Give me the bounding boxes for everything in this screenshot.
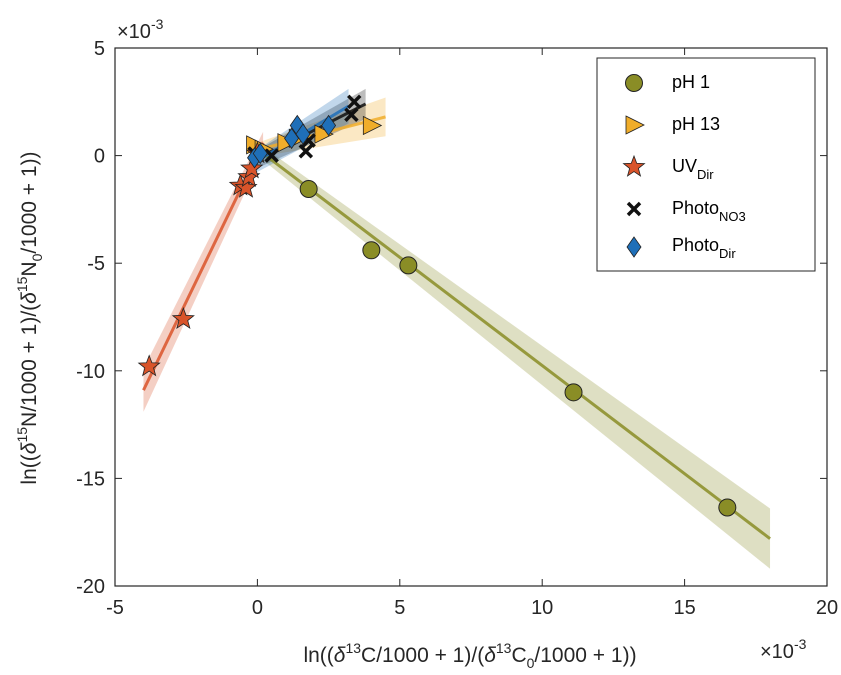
x-tick-label: 0 [252, 597, 263, 619]
point-no3 [264, 148, 279, 163]
y-exponent-label: ×10-3 [117, 16, 164, 43]
legend-marker-ph13 [625, 115, 645, 135]
point-uv [171, 307, 195, 329]
point-uv [240, 156, 264, 179]
point-no3 [298, 144, 314, 159]
legend-markers [622, 74, 646, 258]
y-axis-label: ln((δ15N/1000 + 1)/(δ15N0/1000 + 1)) [14, 151, 45, 484]
x-tick-label: 5 [394, 597, 405, 619]
y-tick-label: 0 [94, 146, 105, 168]
point-no3 [344, 107, 359, 122]
legend-marker-no3 [626, 201, 642, 217]
axis-ticks: -5 0 5 10 15 20 -20 -15 -10 -5 0 5 [76, 38, 838, 619]
legend: pH 1 pH 13 UVDir PhotoNO3 PhotoDir [596, 57, 816, 272]
plot-frame [114, 47, 828, 587]
y-tick-label: -20 [76, 576, 105, 598]
x-tick-label: 15 [673, 597, 695, 619]
band-ph1 [257, 142, 771, 569]
point-dir [321, 114, 337, 137]
point-dir [252, 142, 268, 165]
fit-line-ph1 [256, 147, 771, 540]
point-no3 [346, 94, 362, 110]
x-exponent-label: ×10-3 [760, 636, 807, 663]
point-ph1 [718, 498, 737, 517]
y-tick-label: 5 [94, 38, 105, 60]
legend-label-photo-no3: PhotoNO3 [672, 198, 746, 224]
y-tick-label: -5 [87, 253, 105, 275]
legend-label-photo-dir: PhotoDir [672, 235, 736, 261]
y-tick-label: -15 [76, 468, 105, 490]
x-tick-label: 20 [816, 597, 838, 619]
x-axis-label: ln((δ13C/1000 + 1)/(δ13C0/1000 + 1)) [303, 640, 636, 671]
legend-label-ph13: pH 13 [672, 114, 720, 134]
point-ph1 [299, 179, 318, 198]
legend-marker-dir [626, 236, 642, 258]
point-dir [295, 123, 311, 145]
point-ph13 [314, 124, 334, 144]
point-ph1 [564, 383, 583, 402]
point-ph1 [399, 256, 418, 275]
point-ph1 [362, 241, 381, 260]
legend-marker-uv [622, 154, 646, 177]
y-tick-label: -10 [76, 361, 105, 383]
legend-label-uv-dir: UVDir [672, 156, 714, 182]
point-ph13 [362, 115, 383, 136]
x-tick-label: -5 [106, 597, 124, 619]
point-uv [137, 354, 161, 377]
legend-marker-ph1 [625, 74, 643, 92]
legend-label-ph1: pH 1 [672, 72, 710, 92]
data-points [137, 94, 737, 517]
x-tick-label: 10 [531, 597, 553, 619]
